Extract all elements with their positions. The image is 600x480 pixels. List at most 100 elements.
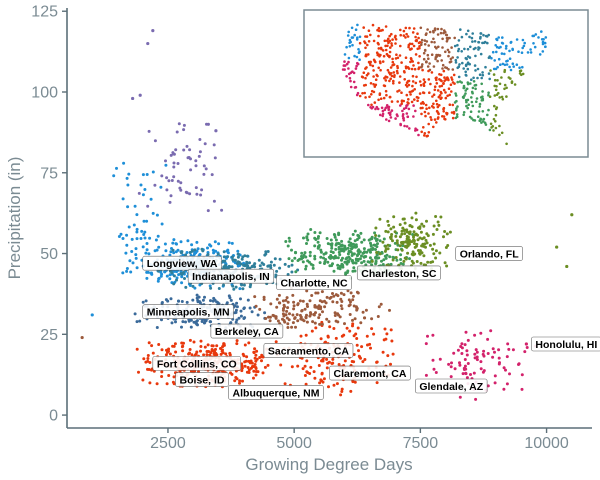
- data-point: [413, 252, 417, 256]
- inset-point: [358, 50, 361, 53]
- inset-point: [354, 28, 358, 32]
- data-point: [190, 243, 194, 247]
- data-point: [245, 355, 249, 359]
- inset-point: [368, 95, 371, 99]
- inset-point: [454, 58, 458, 62]
- data-point: [198, 150, 202, 154]
- data-point: [352, 242, 355, 246]
- inset-point: [353, 86, 357, 89]
- data-point: [412, 230, 416, 234]
- data-point: [252, 369, 256, 373]
- inset-point: [377, 66, 381, 70]
- inset-point: [441, 46, 444, 49]
- inset-point: [522, 44, 526, 48]
- inset-point: [419, 83, 423, 87]
- data-point: [262, 298, 266, 301]
- data-point: [491, 347, 495, 351]
- data-point: [390, 233, 394, 236]
- inset-point: [493, 94, 497, 97]
- data-point: [231, 284, 235, 288]
- inset-point: [511, 48, 514, 52]
- inset-point: [480, 82, 484, 86]
- data-point: [340, 307, 344, 311]
- inset-point: [465, 74, 468, 77]
- inset-point: [469, 45, 472, 49]
- inset-point: [427, 122, 431, 126]
- data-point: [313, 376, 317, 380]
- inset-point: [442, 106, 446, 110]
- inset-point: [400, 99, 404, 102]
- data-point: [301, 260, 305, 264]
- data-point: [200, 188, 204, 192]
- data-point: [386, 354, 390, 358]
- inset-point: [407, 98, 410, 101]
- data-point: [405, 234, 409, 238]
- data-point: [205, 353, 209, 357]
- inset-point: [509, 40, 513, 44]
- data-point: [331, 357, 335, 361]
- data-point: [523, 350, 527, 354]
- data-point: [334, 243, 338, 247]
- data-point: [181, 349, 185, 353]
- data-point: [378, 239, 382, 243]
- data-point: [357, 349, 360, 353]
- data-point: [318, 322, 322, 326]
- data-point: [482, 369, 486, 373]
- inset-point: [497, 36, 501, 39]
- inset-point: [473, 40, 477, 43]
- data-point: [309, 311, 312, 315]
- data-point: [223, 259, 227, 263]
- data-point: [250, 310, 254, 314]
- data-point: [276, 319, 280, 323]
- data-point: [424, 342, 428, 346]
- data-point: [168, 200, 172, 204]
- inset-point: [472, 80, 476, 83]
- data-point: [401, 226, 405, 230]
- inset-point: [417, 61, 420, 65]
- data-point: [180, 281, 184, 285]
- inset-point: [402, 29, 406, 33]
- data-point: [493, 381, 497, 385]
- data-point: [435, 228, 439, 231]
- inset-point: [455, 109, 458, 112]
- data-point: [147, 129, 151, 133]
- data-point: [332, 294, 336, 298]
- data-point: [239, 309, 243, 313]
- data-point: [242, 317, 246, 320]
- data-point: [247, 371, 251, 374]
- inset-point: [379, 61, 382, 65]
- data-point: [360, 261, 364, 265]
- data-point: [482, 349, 486, 353]
- city-label-text: Albuquerque, NM: [233, 387, 320, 399]
- inset-point: [494, 126, 498, 130]
- inset-point: [407, 83, 411, 87]
- data-point: [308, 314, 312, 318]
- data-point: [334, 319, 338, 323]
- inset-point: [478, 119, 482, 122]
- inset-point: [416, 32, 419, 35]
- inset-point: [391, 57, 394, 61]
- data-point: [210, 173, 214, 177]
- inset-point: [437, 95, 441, 99]
- data-point: [157, 245, 161, 249]
- inset-point: [495, 93, 499, 96]
- inset-point: [392, 71, 396, 74]
- inset-point: [422, 78, 426, 81]
- data-point: [223, 264, 227, 268]
- data-point: [303, 251, 307, 255]
- data-point: [284, 298, 288, 302]
- inset-point: [412, 64, 415, 67]
- data-point: [225, 301, 229, 305]
- inset-point: [505, 86, 508, 90]
- data-point: [402, 217, 406, 221]
- data-point: [434, 256, 438, 260]
- inset-point: [492, 73, 496, 76]
- data-point: [377, 234, 381, 238]
- inset-point: [457, 75, 461, 79]
- data-point: [240, 364, 244, 368]
- data-point: [145, 219, 149, 223]
- data-point: [447, 362, 451, 366]
- data-point: [391, 258, 395, 262]
- data-point: [326, 335, 330, 339]
